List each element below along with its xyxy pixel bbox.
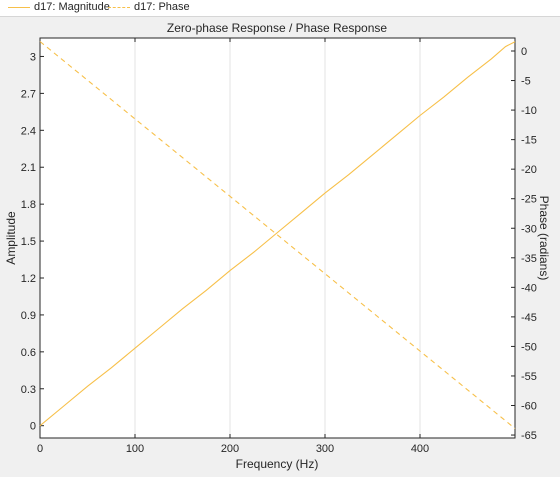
- y-tick-label: 0.3: [21, 384, 36, 396]
- y2-tick-label: -20: [521, 164, 537, 176]
- y2-tick-label: -50: [521, 341, 537, 353]
- y-axis-title: Amplitude: [4, 211, 18, 265]
- y2-axis-title: Phase (radians): [537, 196, 551, 281]
- x-tick-label: 100: [126, 443, 144, 455]
- y2-tick-label: 0: [521, 46, 527, 58]
- legend-swatch-solid: [8, 7, 30, 8]
- y-tick-label: 3: [30, 51, 36, 63]
- y2-tick-label: -40: [521, 282, 537, 294]
- y-tick-label: 1.8: [21, 199, 36, 211]
- x-tick-label: 200: [221, 443, 239, 455]
- y-tick-label: 0.9: [21, 310, 36, 322]
- axis-ticks: 0 100 200 300 400 0 0.3 0.6 0.9 1.2 1.5 1.8 2.1 2.4 2.…: [21, 38, 537, 455]
- y-tick-label: 0: [30, 421, 36, 433]
- y2-tick-label: -5: [521, 76, 531, 88]
- y-tick-label: 1.2: [21, 273, 36, 285]
- phase-line: [39, 41, 516, 429]
- y2-tick-label: -30: [521, 223, 537, 235]
- y2-tick-label: -55: [521, 371, 537, 383]
- y-tick-label: 0.6: [21, 347, 36, 359]
- legend-swatch-dashed: [108, 7, 130, 8]
- y-tick-label: 2.4: [21, 125, 36, 137]
- series: [39, 41, 516, 429]
- y2-tick-label: -65: [521, 430, 537, 442]
- y2-tick-label: -10: [521, 105, 537, 117]
- y-tick-label: 1.5: [21, 236, 36, 248]
- y2-tick-label: -15: [521, 135, 537, 147]
- x-axis-title: Frequency (Hz): [236, 457, 319, 471]
- y2-tick-label: -25: [521, 194, 537, 206]
- y-tick-label: 2.1: [21, 162, 36, 174]
- x-tick-label: 300: [316, 443, 334, 455]
- plot-area[interactable]: [39, 37, 516, 439]
- legend-label-phase: d17: Phase: [134, 1, 190, 13]
- magnitude-line: [39, 41, 516, 427]
- chart-title: Zero-phase Response / Phase Response: [167, 21, 387, 35]
- y2-tick-label: -60: [521, 401, 537, 413]
- x-tick-label: 0: [37, 443, 43, 455]
- grid: [134, 38, 421, 438]
- x-tick-label: 400: [411, 443, 429, 455]
- legend: d17: Magnitude d17: Phase: [0, 0, 560, 17]
- y2-tick-label: -35: [521, 253, 537, 265]
- legend-label-magnitude: d17: Magnitude: [34, 1, 110, 13]
- y2-tick-label: -45: [521, 312, 537, 324]
- y-tick-label: 2.7: [21, 88, 36, 100]
